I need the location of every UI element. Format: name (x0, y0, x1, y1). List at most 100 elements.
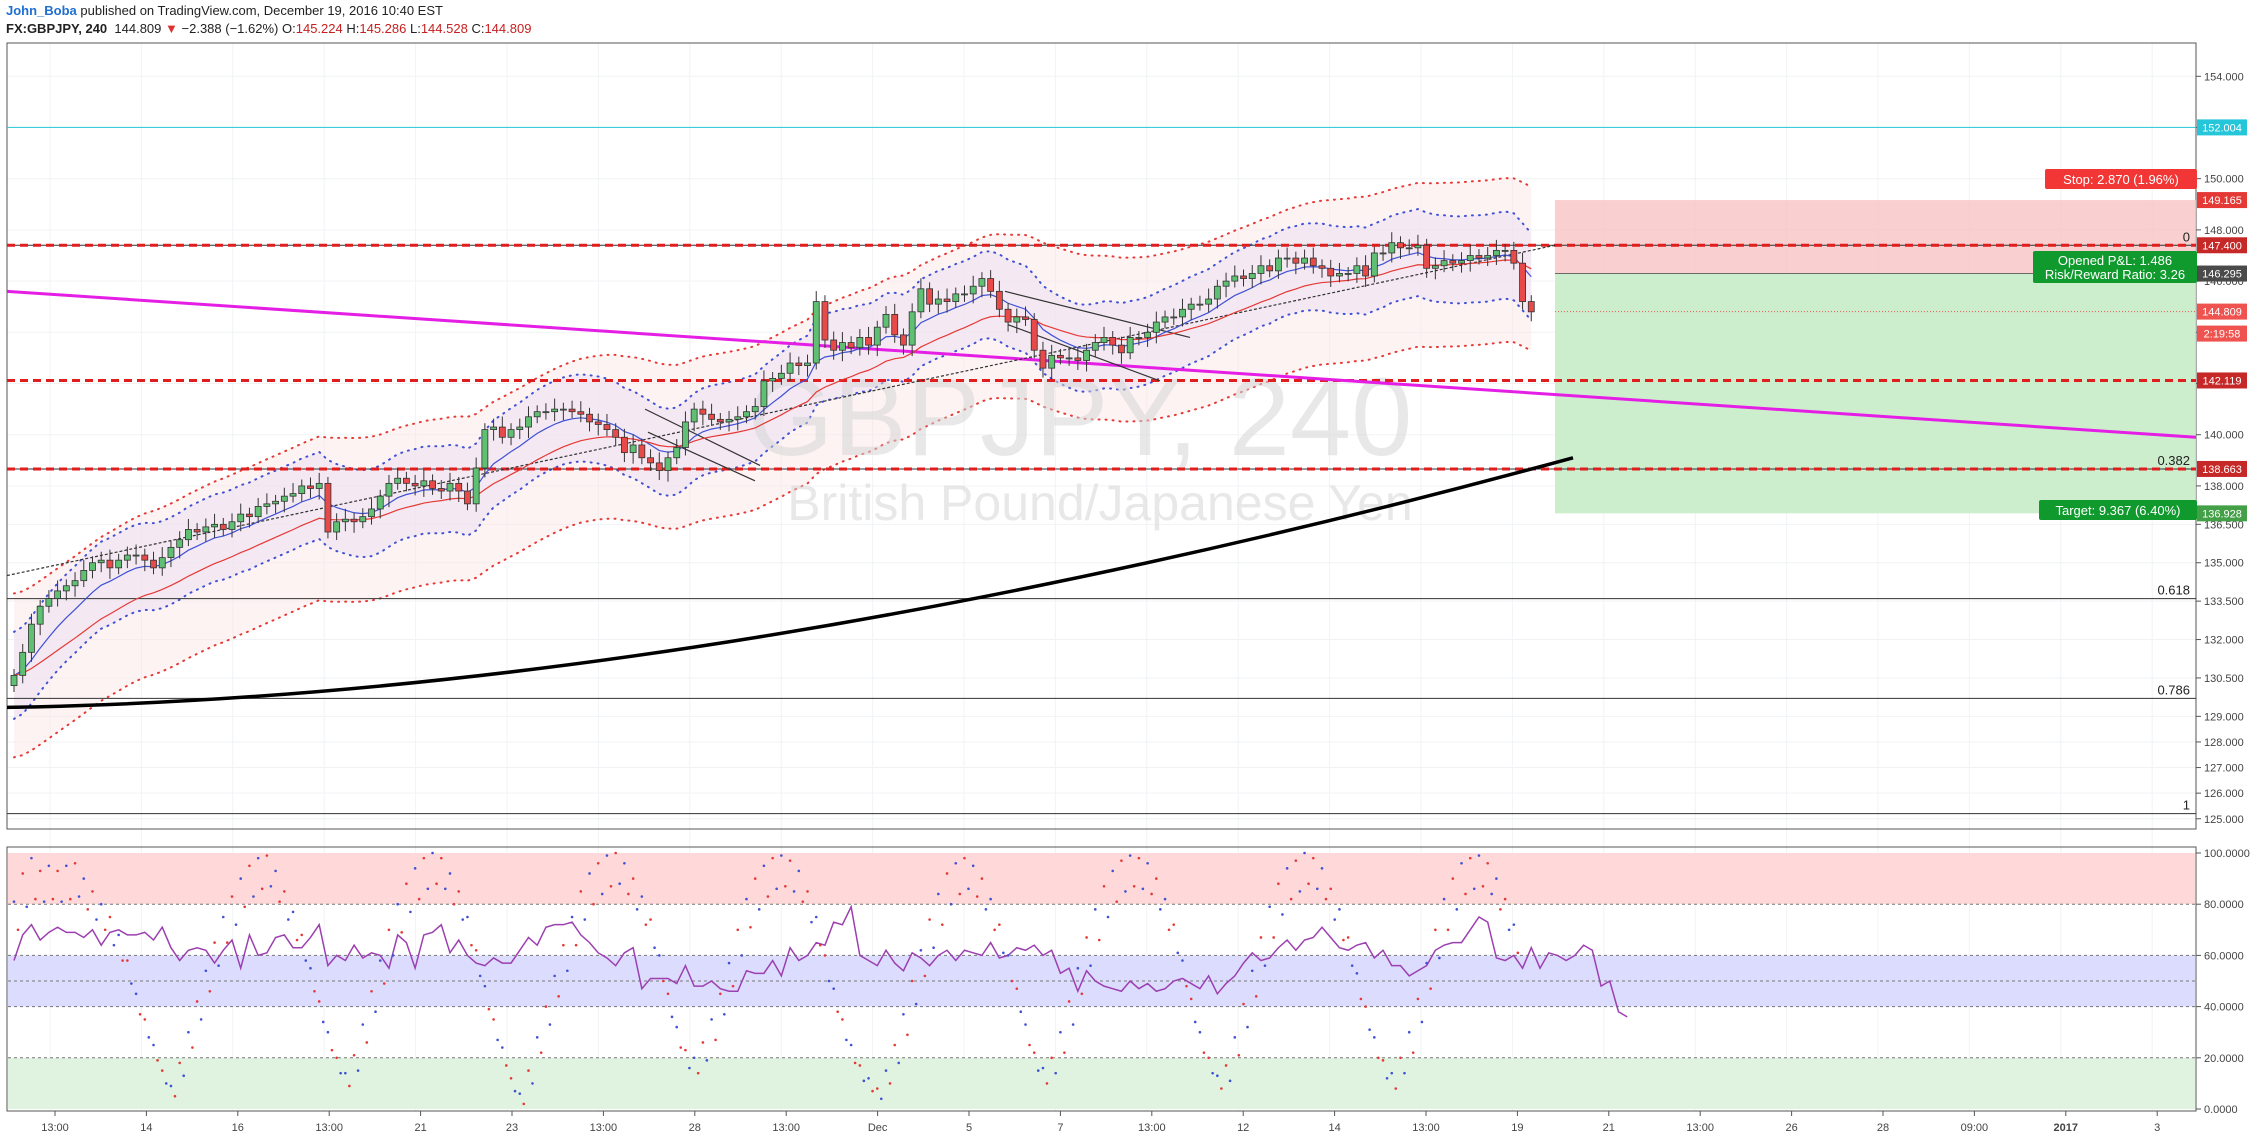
candle-body-up (1013, 316, 1021, 323)
candle (568, 400, 576, 419)
rsi-signal-dot (103, 928, 107, 932)
candle (272, 494, 280, 514)
magenta-trendline[interactable] (7, 289, 2196, 439)
candle (464, 482, 471, 511)
price-axis[interactable]: 154.000152.000150.000148.000146.000144.0… (2196, 71, 2244, 826)
rsi-signal-dot (644, 923, 648, 926)
rsi-signal-dot (583, 918, 587, 921)
candle (80, 559, 88, 588)
candle (1248, 264, 1256, 289)
rsi-signal-dot (409, 910, 412, 914)
candle-body-up (1458, 260, 1465, 264)
time-tick-label: 3 (2154, 1122, 2160, 1134)
rsi-signal-dot (300, 933, 304, 937)
candle-body-up (19, 651, 27, 676)
candle-body-down (1057, 354, 1064, 359)
high-label: H: (346, 21, 360, 36)
candle (1405, 239, 1413, 255)
candle-body-up (961, 293, 968, 296)
candle-body-up (394, 477, 402, 484)
author-link[interactable]: John_Boba (6, 3, 77, 18)
candle (1344, 267, 1352, 282)
rsi-signal-dot (1486, 861, 1489, 865)
candle-body-down (1039, 349, 1047, 369)
candle-body-up (10, 674, 18, 687)
rsi-signal-dot (326, 1030, 330, 1034)
rsi-signal-dot (797, 869, 801, 873)
candle (743, 405, 750, 424)
rsi-signal-dot (1028, 1043, 1031, 1047)
horizontal-levels[interactable] (7, 126, 2196, 815)
rsi-signal-dot (470, 943, 473, 947)
rsi-signal-dot (670, 1015, 674, 1019)
target-zone[interactable] (1555, 273, 2196, 514)
candle-body-down (106, 559, 114, 569)
position-zones[interactable] (1555, 200, 2196, 514)
candle-body-down (1022, 316, 1029, 320)
candle (1161, 310, 1169, 329)
candle (254, 497, 262, 524)
rsi-signal-dot (1093, 908, 1097, 911)
rsi-signal-dot (635, 908, 639, 911)
rsi-tick-label: 20.0000 (2204, 1053, 2244, 1065)
rsi-signal-dot (1420, 1020, 1424, 1024)
candle (289, 483, 297, 503)
candle-body-up (1275, 257, 1282, 272)
candle-body-down (324, 482, 332, 533)
candle (141, 548, 149, 572)
channel-line[interactable] (647, 431, 756, 482)
candle-body-down (402, 477, 410, 484)
candle-body-up (1048, 354, 1056, 369)
candle-body-up (89, 562, 96, 571)
candle-body-up (359, 516, 367, 523)
candle (978, 272, 986, 298)
rsi-signal-dot (771, 856, 774, 860)
rsi-signal-dot (566, 969, 569, 973)
rsi-signal-dot (757, 908, 761, 911)
rsi-signal-dot (845, 1038, 848, 1042)
dotted-uptrend-line[interactable] (7, 244, 1556, 577)
rsi-signal-dot (25, 905, 29, 909)
candle-body-down (150, 559, 157, 569)
target-label: Target: 9.367 (6.40%) (2039, 500, 2197, 520)
envelope-dots (13, 177, 1533, 595)
rsi-signal-dot (182, 1074, 185, 1078)
rsi-signal-dot (928, 918, 931, 921)
candle-body-up (1405, 247, 1413, 250)
rsi-axis[interactable]: 100.0000 80.0000 60.0000 40.0000 20.0000 0.00… (2196, 848, 2250, 1116)
rsi-signal-dot (30, 856, 33, 860)
rsi-signal-dot (1202, 1051, 1206, 1054)
channel-line[interactable] (644, 408, 761, 466)
candle (969, 275, 977, 304)
rsi-signal-dot (1019, 1010, 1023, 1014)
candle-body-up (760, 380, 768, 407)
candle-body-up (176, 539, 184, 548)
rsi-signal-dot (278, 900, 281, 903)
candle-body-up (1222, 280, 1230, 287)
candle-body-up (559, 408, 567, 411)
candle-body-up (1161, 316, 1169, 323)
candle-body-up (272, 500, 280, 505)
rsi-signal-dot (605, 854, 609, 857)
rsi-signal-dot (405, 882, 408, 886)
rsi-signal-dot (1303, 851, 1306, 855)
price-badge: 146.295 (2197, 265, 2247, 282)
candle (446, 472, 454, 501)
time-axis[interactable]: 13:00 14 16 13:00 21 23 13:00 28 13:00 Dec 5 7 13:00… (41, 1111, 2160, 1134)
candle-body-down (1030, 319, 1038, 351)
candle (952, 287, 960, 308)
price-badge: 136.928 (2197, 505, 2247, 522)
rsi-signal-dot (1477, 854, 1481, 857)
rsi-signal-dot (784, 884, 787, 888)
price-badge-box (2197, 372, 2247, 389)
candle (647, 449, 654, 471)
candle-body-down (1004, 308, 1012, 323)
candle (734, 406, 742, 431)
rsi-signal-dot (1464, 892, 1467, 896)
candle (324, 476, 332, 539)
candle (1475, 249, 1483, 265)
rsi-signal-dot (1067, 1000, 1071, 1003)
rsi-signal-dot (213, 941, 216, 944)
envelope-dots (13, 340, 1533, 759)
